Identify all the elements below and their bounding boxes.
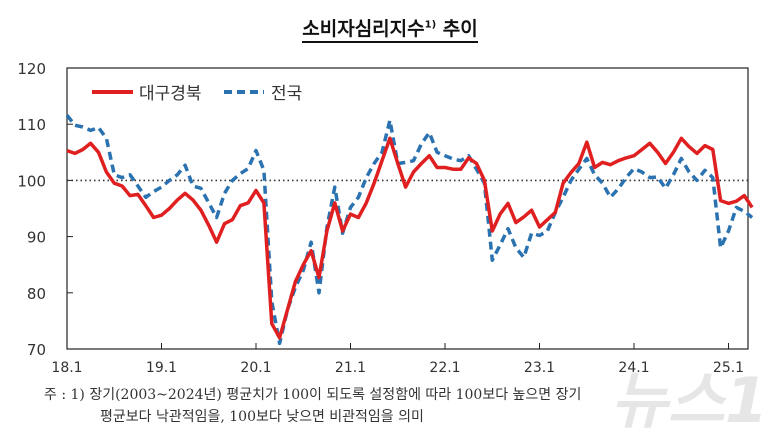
series-line-national bbox=[65, 114, 754, 346]
x-tick-label: 18.1 bbox=[51, 360, 82, 376]
x-tick-label: 20.1 bbox=[240, 360, 271, 376]
footnote-line-1: 주 : 1) 장기(2003~2024년) 평균치가 100이 되도록 설정함에… bbox=[44, 387, 582, 403]
y-tick-label: 70 bbox=[27, 341, 46, 359]
legend: 대구경북 전국 bbox=[92, 84, 302, 104]
x-tick-label: 22.1 bbox=[429, 360, 460, 376]
x-tick-label: 25.1 bbox=[713, 360, 744, 376]
footnote-line-2: 평균보다 낙관적임을, 100보다 낮으면 비관적임을 의미 bbox=[100, 409, 424, 425]
y-tick-label: 100 bbox=[17, 172, 46, 190]
legend-label-daegu: 대구경북 bbox=[139, 84, 202, 104]
series-line-daegu-gyeongbuk bbox=[66, 136, 754, 340]
x-tick-label: 23.1 bbox=[524, 360, 555, 376]
y-tick-label: 110 bbox=[17, 116, 46, 134]
title-text: 소비자심리지수 bbox=[302, 18, 425, 40]
x-tick-label: 19.1 bbox=[146, 360, 177, 376]
y-tick-label: 80 bbox=[27, 285, 46, 303]
y-tick-label: 90 bbox=[27, 229, 46, 247]
watermark-logo: 뉴스1 bbox=[610, 364, 768, 437]
x-tick-label: 21.1 bbox=[335, 360, 366, 376]
chart-title: 소비자심리지수1) 추이 bbox=[0, 14, 780, 43]
title-suffix: 추이 bbox=[436, 18, 478, 40]
x-tick-label: 24.1 bbox=[618, 360, 649, 376]
y-tick-label: 120 bbox=[17, 60, 46, 78]
legend-label-national: 전국 bbox=[271, 84, 302, 104]
plot-frame bbox=[66, 67, 749, 350]
title-footnote-mark: 1) bbox=[424, 19, 437, 31]
